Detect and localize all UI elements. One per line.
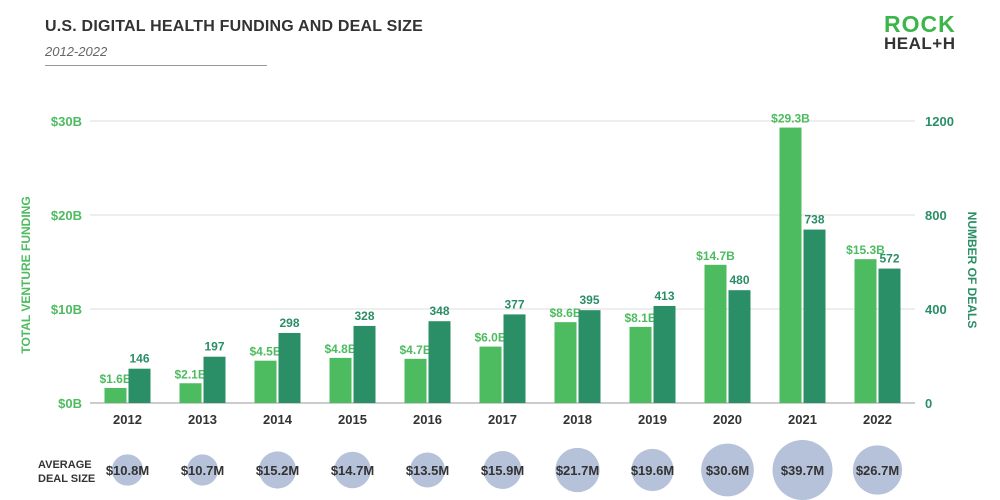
deals-data-label: 395 — [579, 293, 599, 307]
deals-bar — [878, 268, 901, 403]
deals-bar — [578, 310, 601, 403]
deal-size-bubble — [111, 454, 144, 486]
deals-bar — [278, 332, 301, 403]
deals-bar — [803, 229, 826, 403]
year-tick-label: 2017 — [488, 412, 517, 427]
funding-bar — [404, 358, 427, 403]
deals-bar — [203, 356, 226, 403]
year-tick-label: 2018 — [563, 412, 592, 427]
funding-bar — [179, 383, 202, 403]
funding-data-label: $29.3B — [771, 112, 810, 126]
logo-line2: HEAL+H — [884, 34, 956, 53]
deal-size-label: $39.7M — [781, 463, 824, 478]
funding-data-label: $2.1B — [174, 367, 206, 381]
deals-bar — [503, 314, 526, 403]
funding-data-label: $4.7B — [399, 343, 431, 357]
year-tick-label: 2015 — [338, 412, 367, 427]
deals-data-label: 572 — [879, 252, 899, 266]
funding-bar — [329, 357, 352, 403]
funding-data-label: $8.1B — [624, 311, 656, 325]
funding-data-label: $4.5B — [249, 345, 281, 359]
year-tick-label: 2013 — [188, 412, 217, 427]
funding-data-label: $6.0B — [474, 331, 506, 345]
deal-size-label: $19.6M — [631, 463, 674, 478]
deal-size-label: $13.5M — [406, 463, 449, 478]
deal-size-bubble — [483, 451, 522, 489]
deal-size-bubble — [186, 454, 219, 486]
right-tick-label: 1200 — [925, 114, 954, 129]
chart-subtitle: 2012-2022 — [45, 44, 108, 59]
deals-bar — [128, 368, 151, 403]
funding-bar — [629, 326, 652, 403]
deals-data-label: 197 — [204, 340, 224, 354]
right-tick-label: 0 — [925, 396, 932, 411]
avg-deal-size-label-line2: DEAL SIZE — [38, 473, 95, 485]
deal-size-bubble — [410, 452, 445, 488]
left-tick-label: $20B — [51, 208, 82, 223]
deals-data-label: 377 — [504, 297, 524, 311]
deals-bar — [353, 325, 376, 403]
funding-bar — [254, 360, 277, 403]
title-divider — [45, 65, 267, 66]
funding-bar — [554, 322, 577, 403]
deal-size-bubble — [334, 451, 371, 489]
funding-data-label: $14.7B — [696, 249, 735, 263]
deals-bar — [428, 321, 451, 403]
deals-data-label: 480 — [729, 273, 749, 287]
logo-line1: ROCK — [884, 11, 956, 37]
deals-data-label: 146 — [129, 352, 149, 366]
funding-bar — [104, 387, 127, 403]
deals-data-label: 328 — [354, 309, 374, 323]
funding-data-label: $15.3B — [846, 243, 885, 257]
deal-size-bubble — [772, 440, 833, 500]
funding-data-label: $1.6B — [99, 372, 131, 386]
right-tick-label: 400 — [925, 302, 947, 317]
deals-data-label: 298 — [279, 316, 299, 330]
deal-size-label: $15.9M — [481, 463, 524, 478]
right-axis-title: NUMBER OF DEALS — [965, 212, 979, 329]
year-tick-label: 2020 — [713, 412, 742, 427]
left-axis-title: TOTAL VENTURE FUNDING — [19, 196, 33, 353]
deal-size-label: $10.7M — [181, 463, 224, 478]
funding-bar — [779, 127, 802, 403]
deals-bar — [653, 305, 676, 403]
deal-size-label: $30.6M — [706, 463, 749, 478]
left-tick-label: $30B — [51, 114, 82, 129]
year-tick-label: 2021 — [788, 412, 817, 427]
year-tick-label: 2012 — [113, 412, 142, 427]
deal-size-bubble — [555, 447, 600, 493]
left-tick-label: $10B — [51, 302, 82, 317]
chart-title: U.S. DIGITAL HEALTH FUNDING AND DEAL SIZ… — [45, 18, 423, 35]
year-tick-label: 2019 — [638, 412, 667, 427]
year-tick-label: 2016 — [413, 412, 442, 427]
deal-size-label: $26.7M — [856, 463, 899, 478]
funding-bar — [854, 259, 877, 403]
deal-size-label: $15.2M — [256, 463, 299, 478]
deals-data-label: 413 — [654, 289, 674, 303]
deals-bar — [728, 290, 751, 403]
rock-health-logo: ROCK HEAL+H — [884, 11, 956, 54]
year-tick-label: 2022 — [863, 412, 892, 427]
funding-data-label: $4.8B — [324, 342, 356, 356]
deal-size-bubble — [701, 443, 754, 497]
funding-bar — [704, 264, 727, 403]
deals-data-label: 348 — [429, 304, 449, 318]
deals-data-label: 738 — [804, 213, 824, 227]
deal-size-label: $10.8M — [106, 463, 149, 478]
year-tick-label: 2014 — [263, 412, 293, 427]
left-tick-label: $0B — [58, 396, 82, 411]
funding-data-label: $8.6B — [549, 306, 581, 320]
right-tick-label: 800 — [925, 208, 947, 223]
deal-size-label: $21.7M — [556, 463, 599, 478]
avg-deal-size-label-line1: AVERAGE — [38, 459, 92, 471]
deal-size-bubble — [631, 448, 674, 492]
deal-size-bubble — [852, 445, 903, 495]
deal-size-label: $14.7M — [331, 463, 374, 478]
funding-bar — [479, 346, 502, 403]
deal-size-bubble — [258, 451, 297, 489]
